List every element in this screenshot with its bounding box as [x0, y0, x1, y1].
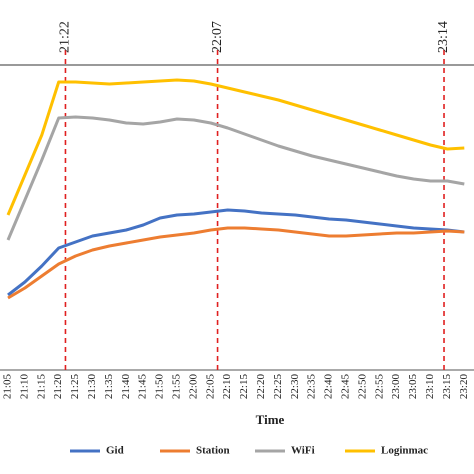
- series-line: [7, 226, 465, 300]
- x-tick-label: 22:40: [323, 374, 335, 400]
- x-tick-label: 22:20: [255, 374, 267, 400]
- x-tick-label: 21:05: [2, 374, 14, 400]
- legend-label: Station: [196, 445, 230, 457]
- x-tick-label: 22:55: [373, 374, 385, 400]
- x-tick-label: 21:25: [69, 374, 81, 400]
- x-tick-label: 21:30: [86, 374, 98, 400]
- legend-label: Gid: [106, 445, 124, 457]
- x-tick-label: 22:35: [306, 374, 318, 400]
- x-tick-label: 21:45: [137, 374, 149, 400]
- x-tick-label: 23:15: [441, 374, 453, 400]
- annotation-label: 21:22: [58, 21, 73, 53]
- x-tick-label: 23:20: [458, 374, 470, 400]
- x-tick-label: 22:50: [356, 374, 368, 400]
- x-tick-label: 22:05: [204, 374, 216, 400]
- x-tick-label: 21:10: [18, 374, 30, 400]
- x-tick-label: 22:00: [187, 374, 199, 400]
- x-tick-label: 22:15: [238, 374, 250, 400]
- x-tick-label: 21:40: [120, 374, 132, 400]
- x-tick-label: 22:30: [289, 374, 301, 400]
- x-tick-label: 23:00: [390, 374, 402, 400]
- x-tick-label: 21:35: [103, 374, 115, 400]
- x-tick-label: 23:05: [407, 374, 419, 400]
- x-tick-label: 23:10: [424, 374, 436, 400]
- series-line: [6, 78, 465, 216]
- x-tick-label: 21:15: [35, 374, 47, 400]
- annotation-label: 22:07: [210, 21, 225, 53]
- x-tick-label: 21:50: [154, 374, 166, 400]
- x-tick-label: 21:55: [171, 374, 183, 400]
- x-tick-label: 22:10: [221, 374, 233, 400]
- x-tick-label: 22:45: [340, 374, 352, 400]
- x-axis-title: Time: [256, 412, 285, 427]
- x-tick-label: 21:20: [52, 374, 64, 400]
- legend-label: WiFi: [291, 445, 315, 457]
- x-tick-label: 22:25: [272, 374, 284, 400]
- legend-label: Loginmac: [381, 445, 428, 457]
- series-line: [6, 115, 465, 241]
- annotation-label: 23:14: [436, 21, 451, 53]
- series-line: [7, 208, 465, 297]
